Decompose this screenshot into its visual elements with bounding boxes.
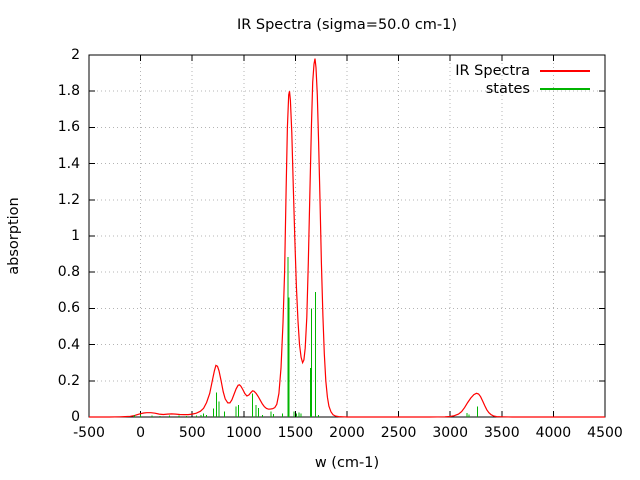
y-tick-label: 1.4 xyxy=(57,155,80,172)
legend-item-states: states xyxy=(340,80,590,98)
x-tick-label: 0 xyxy=(136,425,146,441)
x-tick-label: -500 xyxy=(73,425,105,441)
y-tick-label: 0.2 xyxy=(57,372,80,389)
y-tick-label: 1 xyxy=(71,228,80,244)
x-tick-label: 4500 xyxy=(587,425,623,441)
legend-item-ir-spectra: IR Spectra xyxy=(340,62,590,80)
x-tick-label: 1500 xyxy=(277,425,314,441)
y-tick-label: 0.8 xyxy=(57,264,80,281)
legend-label-states: states xyxy=(485,81,530,97)
y-tick-label: 0 xyxy=(71,409,80,425)
y-tick-label: 1.2 xyxy=(57,191,80,208)
y-tick-label: 1.8 xyxy=(57,83,80,100)
x-tick-label: 500 xyxy=(178,425,206,441)
x-axis-title: w (cm-1) xyxy=(314,455,380,471)
legend: IR Spectra states xyxy=(340,62,590,98)
x-tick-label: 3500 xyxy=(483,425,520,441)
y-tick-label: 0.4 xyxy=(57,336,80,353)
y-tick-label: 1.6 xyxy=(57,119,80,136)
legend-label-ir-spectra: IR Spectra xyxy=(455,63,530,79)
y-tick-label: 0.6 xyxy=(57,300,80,317)
y-tick-label: 2 xyxy=(71,47,80,63)
x-tick-label: 1000 xyxy=(225,425,262,441)
ir-spectra-curve xyxy=(89,58,605,418)
x-tick-label: 2500 xyxy=(380,425,417,441)
x-tick-label: 3000 xyxy=(432,425,468,441)
chart-title: IR Spectra (sigma=50.0 cm-1) xyxy=(236,17,458,33)
x-tick-label: 2000 xyxy=(329,425,365,441)
legend-line-sample-red xyxy=(540,70,590,72)
x-tick-label: 4000 xyxy=(535,425,572,441)
legend-line-sample-green xyxy=(540,88,590,90)
